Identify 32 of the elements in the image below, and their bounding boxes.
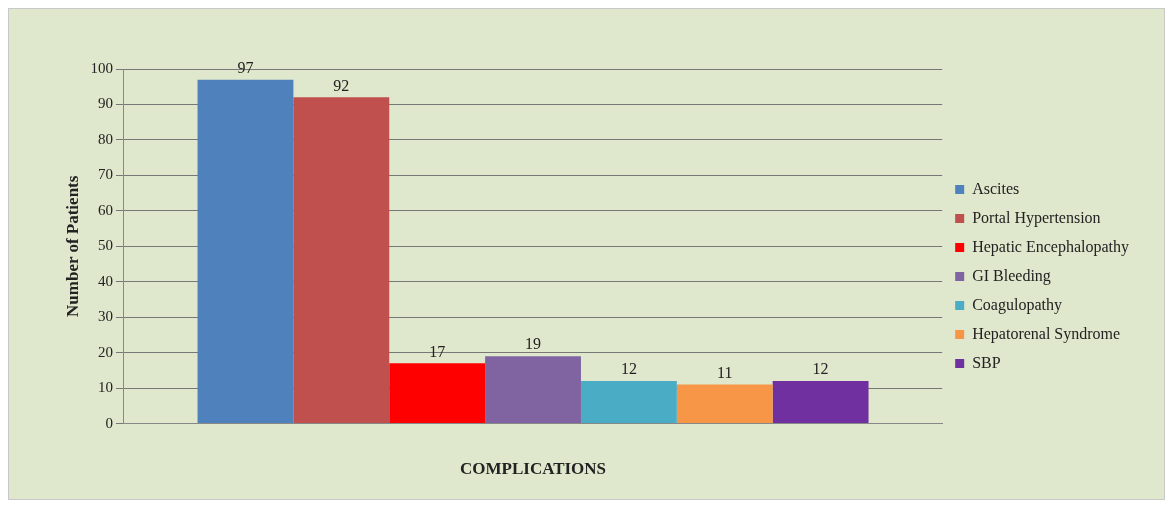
legend-label: Coagulopathy <box>972 295 1062 314</box>
data-label: 12 <box>620 360 637 378</box>
bar <box>772 381 869 424</box>
y-tick-label: 80 <box>97 130 113 147</box>
bar <box>676 384 773 424</box>
y-tick-label: 90 <box>97 95 113 112</box>
bar <box>197 79 294 424</box>
x-axis-title: COMPLICATIONS <box>459 459 607 479</box>
legend-label: Portal Hypertension <box>972 208 1101 227</box>
y-tick-label: 40 <box>97 272 113 289</box>
y-tick-label: 0 <box>105 414 113 431</box>
data-label: 12 <box>812 360 829 378</box>
y-tick-label: 20 <box>97 343 113 360</box>
y-tick-label: 30 <box>97 308 113 325</box>
y-tick-label: 60 <box>97 201 113 218</box>
legend-label: Hepatorenal Syndrome <box>972 324 1121 343</box>
data-label: 92 <box>333 76 350 94</box>
data-label: 19 <box>525 335 542 353</box>
y-tick-label: 100 <box>90 59 113 76</box>
y-tick-label: 10 <box>97 379 113 396</box>
y-tick-label: 50 <box>97 237 113 254</box>
legend-label: Hepatic Encephalopathy <box>972 237 1130 256</box>
bar <box>580 381 677 424</box>
y-axis-title: Number of Patients <box>62 175 82 317</box>
legend-label: SBP <box>972 353 1001 371</box>
bar <box>389 363 486 424</box>
y-tick-label: 70 <box>97 166 113 183</box>
data-label: 11 <box>717 363 733 381</box>
legend-label: Ascites <box>972 179 1020 197</box>
legend-label: GI Bleeding <box>972 266 1051 285</box>
bar <box>293 97 390 424</box>
bar <box>485 356 581 424</box>
